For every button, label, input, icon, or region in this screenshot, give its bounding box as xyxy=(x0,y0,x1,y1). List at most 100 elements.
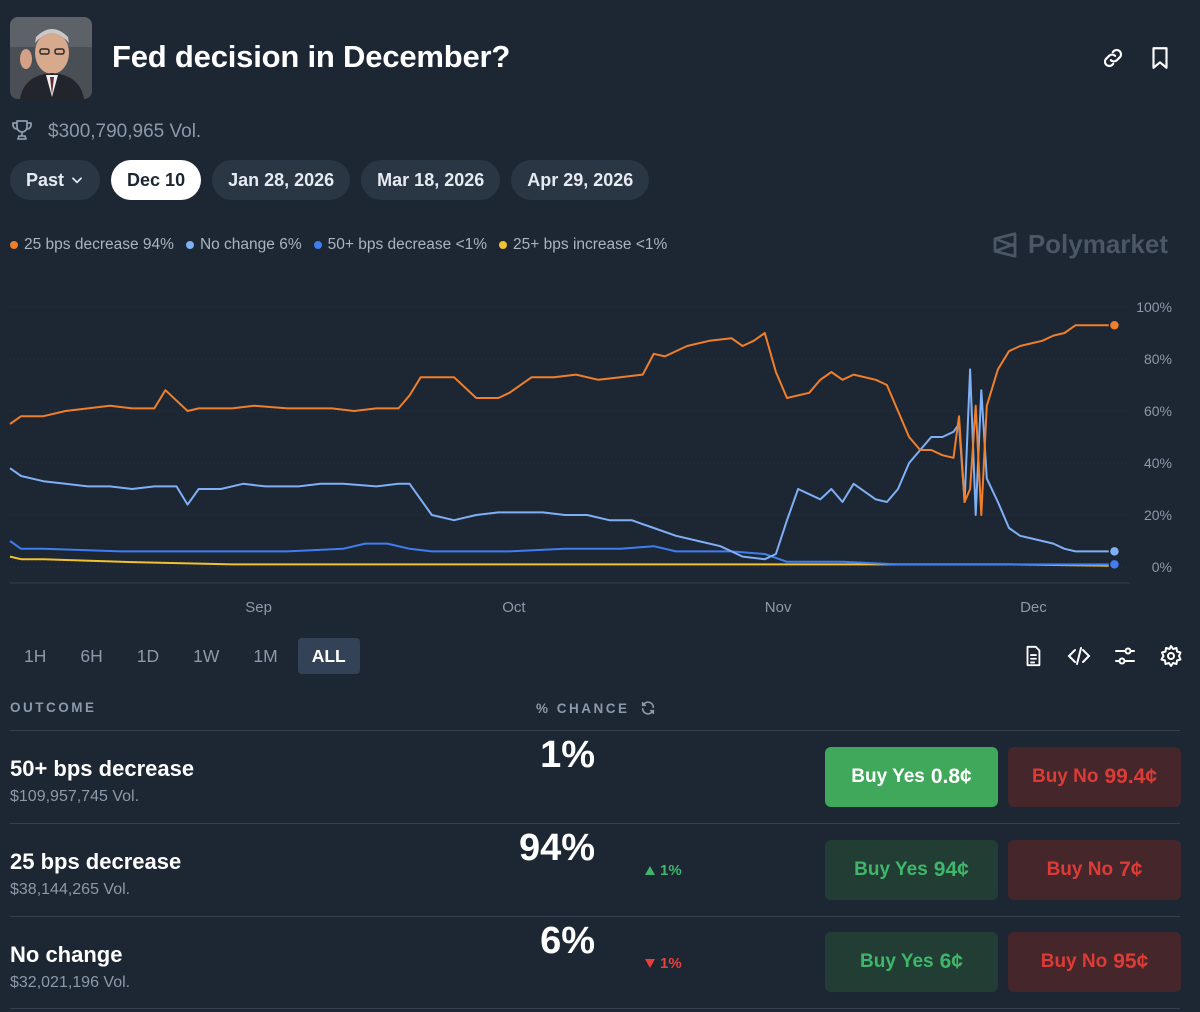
delta-value: 1% xyxy=(660,955,682,972)
series-line-25-bps-decrease xyxy=(9,324,1115,516)
embed-code-icon[interactable] xyxy=(1066,643,1092,669)
outcome-header-label: OUTCOME xyxy=(10,700,97,715)
legend-label: No change 6% xyxy=(199,236,302,253)
outcome-column-header: OUTCOME xyxy=(10,700,97,715)
range-1m[interactable]: 1M xyxy=(253,645,278,666)
buy-yes-label: Buy Yes xyxy=(851,766,925,787)
chance-delta: 1% xyxy=(645,862,682,879)
series-line-50-bps-decrease xyxy=(9,540,1115,566)
buy-no-button[interactable]: Buy No 7¢ xyxy=(1008,840,1181,900)
outcome-row[interactable]: No change $32,021,196 Vol. 6% 1% Buy Yes… xyxy=(0,917,1200,1009)
outcome-row[interactable]: 50+ bps decrease $109,957,745 Vol. 1% Bu… xyxy=(0,731,1200,823)
date-tab[interactable]: Apr 29, 2026 xyxy=(511,160,650,200)
market-avatar xyxy=(10,17,92,99)
x-tick-label: Nov xyxy=(765,599,792,616)
series-endpoint xyxy=(1108,319,1121,331)
range-1d[interactable]: 1D xyxy=(136,645,160,666)
chevron-down-icon xyxy=(72,177,82,184)
y-tick-label: 80% xyxy=(1144,351,1172,367)
delta-value: 1% xyxy=(660,862,682,879)
buy-no-price: 7¢ xyxy=(1119,858,1143,881)
price-chart[interactable]: 100% 80% 60% 40% 20% 0% Sep Oct Nov Dec xyxy=(0,280,1200,620)
sliders-icon[interactable] xyxy=(1112,643,1138,669)
page-title: Fed decision in December? xyxy=(112,39,511,74)
buy-yes-price: 94¢ xyxy=(933,858,969,881)
buy-no-price: 95¢ xyxy=(1113,950,1149,973)
trophy-icon xyxy=(10,118,34,147)
buy-no-label: Buy No xyxy=(1046,859,1114,880)
outcome-volume: $109,957,745 Vol. xyxy=(10,788,140,805)
range-1h[interactable]: 1H xyxy=(24,645,47,666)
y-tick-label: 60% xyxy=(1144,403,1172,419)
legend-item: 25 bps decrease 94% xyxy=(10,236,174,254)
outcome-volume: $32,021,196 Vol. xyxy=(10,974,131,991)
chance-value: 94% xyxy=(518,826,595,869)
divider xyxy=(10,916,1180,917)
outcome-name: No change xyxy=(10,942,123,967)
buy-no-label: Buy No xyxy=(1040,951,1108,972)
chance-delta: 1% xyxy=(645,955,682,972)
buy-no-label: Buy No xyxy=(1031,766,1099,787)
series-endpoint xyxy=(1108,545,1121,558)
divider xyxy=(10,823,1180,824)
chance-header-label: % CHANCE xyxy=(536,700,630,716)
outcome-volume: $38,144,265 Vol. xyxy=(10,881,131,898)
volume-text: $300,790,965 Vol. xyxy=(48,121,202,142)
buy-yes-label: Buy Yes xyxy=(854,859,928,880)
series-endpoint xyxy=(1108,558,1121,571)
market-volume: $300,790,965 Vol. xyxy=(10,119,201,145)
buy-yes-price: 6¢ xyxy=(939,950,963,973)
buy-no-price: 99.4¢ xyxy=(1104,765,1158,788)
portrait-image xyxy=(10,17,92,99)
buy-yes-button[interactable]: Buy Yes 6¢ xyxy=(825,932,998,992)
series-line-no-change xyxy=(9,368,1115,561)
settings-gear-icon[interactable] xyxy=(1158,643,1184,669)
y-tick-label: 40% xyxy=(1144,455,1172,471)
chance-value: 6% xyxy=(540,919,595,962)
legend-label: 25 bps decrease 94% xyxy=(24,236,174,253)
chart-legend: 25 bps decrease 94% No change 6% 50+ bps… xyxy=(10,236,667,254)
x-tick-label: Dec xyxy=(1020,599,1047,616)
brand-label: Polymarket xyxy=(1027,229,1168,259)
y-tick-label: 0% xyxy=(1152,559,1172,575)
outcome-name: 50+ bps decrease xyxy=(10,756,195,781)
date-tab[interactable]: Mar 18, 2026 xyxy=(361,160,501,200)
legend-label: 50+ bps decrease <1% xyxy=(327,236,488,253)
y-tick-label: 100% xyxy=(1136,299,1172,315)
link-icon[interactable] xyxy=(1100,45,1128,73)
buy-no-button[interactable]: Buy No 99.4¢ xyxy=(1008,747,1181,807)
date-tab[interactable]: Dec 10 xyxy=(111,160,202,200)
buy-yes-button[interactable]: Buy Yes 94¢ xyxy=(825,840,998,900)
market-header: Fed decision in December? xyxy=(10,17,1190,99)
legend-label: 25+ bps increase <1% xyxy=(513,236,668,253)
date-tabs: Past Dec 10 Jan 28, 2026 Mar 18, 2026 Ap… xyxy=(10,160,650,200)
past-label: Past xyxy=(26,169,65,190)
buy-no-button[interactable]: Buy No 95¢ xyxy=(1008,932,1181,992)
chance-value: 1% xyxy=(540,733,595,776)
legend-item: 50+ bps decrease <1% xyxy=(313,236,488,254)
legend-item: 25+ bps increase <1% xyxy=(499,236,667,254)
past-dropdown[interactable]: Past xyxy=(10,160,101,200)
x-tick-label: Oct xyxy=(502,599,526,616)
buy-yes-button[interactable]: Buy Yes 0.8¢ xyxy=(825,747,998,807)
triangle-up-icon xyxy=(645,866,655,875)
divider xyxy=(10,1008,1180,1009)
chance-column-header: % CHANCE xyxy=(536,700,656,716)
range-1w[interactable]: 1W xyxy=(193,645,220,666)
polymarket-logo: Polymarket xyxy=(990,229,1168,260)
divider xyxy=(10,730,1180,731)
bookmark-icon[interactable] xyxy=(1147,45,1175,73)
refresh-icon[interactable] xyxy=(640,700,656,716)
triangle-down-icon xyxy=(645,959,655,968)
date-tab[interactable]: Jan 28, 2026 xyxy=(212,160,351,200)
y-tick-label: 20% xyxy=(1144,507,1172,523)
x-tick-label: Sep xyxy=(245,599,272,616)
range-all[interactable]: ALL xyxy=(297,638,360,674)
document-icon[interactable] xyxy=(1020,643,1046,669)
outcome-row[interactable]: 25 bps decrease $38,144,265 Vol. 94% 1% … xyxy=(0,824,1200,916)
buy-yes-label: Buy Yes xyxy=(860,951,934,972)
buy-yes-price: 0.8¢ xyxy=(930,765,972,788)
chart-tools xyxy=(1020,643,1184,669)
range-6h[interactable]: 6H xyxy=(80,645,103,666)
polymarket-icon xyxy=(993,231,1017,258)
